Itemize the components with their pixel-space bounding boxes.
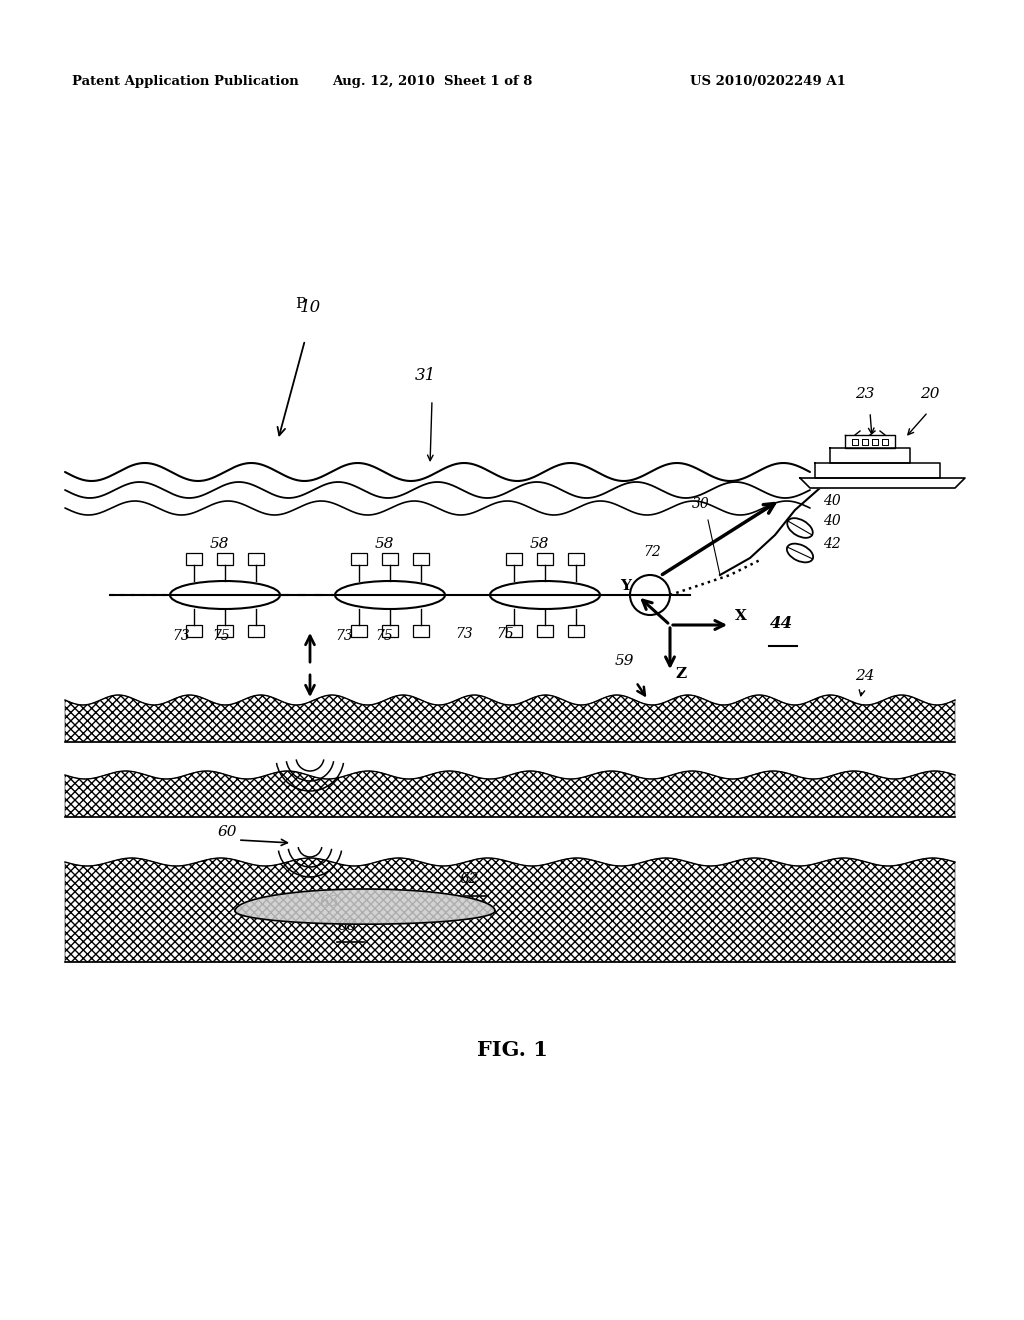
Text: 59: 59 <box>615 653 635 668</box>
Text: 31: 31 <box>415 367 436 384</box>
Text: 20: 20 <box>920 387 939 401</box>
Text: 58: 58 <box>375 537 394 550</box>
Polygon shape <box>830 447 910 463</box>
Text: 75: 75 <box>496 627 514 642</box>
Bar <box>186 624 202 638</box>
Text: 58: 58 <box>210 537 229 550</box>
Bar <box>537 624 553 638</box>
Bar <box>186 553 202 565</box>
Bar <box>217 624 233 638</box>
Text: 65: 65 <box>319 895 340 909</box>
Text: US 2010/0202249 A1: US 2010/0202249 A1 <box>690 75 846 88</box>
Bar <box>351 553 368 565</box>
Text: 10: 10 <box>300 300 322 315</box>
Polygon shape <box>800 478 965 488</box>
Bar <box>248 553 264 565</box>
Text: 58: 58 <box>530 537 550 550</box>
Bar <box>537 553 553 565</box>
Bar <box>567 553 584 565</box>
Text: 62: 62 <box>460 873 479 886</box>
Bar <box>413 624 429 638</box>
Text: 73: 73 <box>335 630 352 643</box>
Bar <box>413 553 429 565</box>
Text: 40: 40 <box>823 494 841 508</box>
Text: 75: 75 <box>375 630 393 643</box>
Text: 24: 24 <box>855 669 874 682</box>
Polygon shape <box>815 463 940 478</box>
Text: 73: 73 <box>455 627 473 642</box>
Text: Z: Z <box>675 667 686 681</box>
Bar <box>506 624 522 638</box>
Text: 23: 23 <box>855 387 874 401</box>
Bar <box>248 624 264 638</box>
Bar <box>567 624 584 638</box>
Text: FIG. 1: FIG. 1 <box>476 1040 548 1060</box>
Polygon shape <box>845 436 895 447</box>
Text: Y: Y <box>620 579 631 593</box>
Bar <box>351 624 368 638</box>
Text: 73: 73 <box>172 630 189 643</box>
Text: Aug. 12, 2010  Sheet 1 of 8: Aug. 12, 2010 Sheet 1 of 8 <box>332 75 532 88</box>
Text: 75: 75 <box>212 630 229 643</box>
Bar <box>506 553 522 565</box>
Polygon shape <box>234 888 495 924</box>
Text: X: X <box>735 609 746 623</box>
Text: Patent Application Publication: Patent Application Publication <box>72 75 299 88</box>
Text: 42: 42 <box>823 537 841 550</box>
Text: 72: 72 <box>643 545 660 558</box>
Text: 60: 60 <box>218 825 238 840</box>
Text: P: P <box>295 297 305 312</box>
Bar <box>382 553 398 565</box>
Bar <box>217 553 233 565</box>
Text: 30: 30 <box>692 498 710 511</box>
Bar <box>382 624 398 638</box>
Text: 68: 68 <box>338 919 357 933</box>
Text: 44: 44 <box>770 615 794 632</box>
Text: 40: 40 <box>823 513 841 528</box>
